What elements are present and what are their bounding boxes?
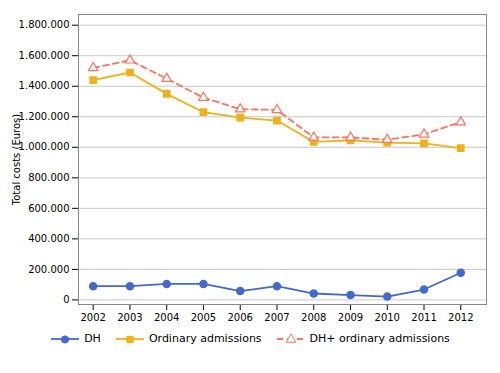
svg-text:2003: 2003 [117, 312, 142, 323]
svg-text:2011: 2011 [411, 312, 436, 323]
svg-text:2010: 2010 [375, 312, 400, 323]
html-text:Ordinary admissions: Ordinary admissions [148, 332, 262, 345]
html-text:DH: DH [84, 332, 101, 345]
svg-text:1.200.000: 1.200.000 [19, 111, 70, 122]
svg-text:2012: 2012 [448, 312, 473, 323]
svg-text:2007: 2007 [264, 312, 289, 323]
svg-text:2004: 2004 [154, 312, 179, 323]
svg-text:1.400.000: 1.400.000 [19, 80, 70, 91]
svg-text:1.000.000: 1.000.000 [19, 141, 70, 152]
svg-text:2008: 2008 [301, 312, 326, 323]
svg-text:2009: 2009 [338, 312, 363, 323]
svg-text:1.800.000: 1.800.000 [19, 19, 70, 30]
svg-text:0: 0 [63, 294, 69, 305]
svg-text:400.000: 400.000 [28, 233, 69, 244]
svg-text:800.000: 800.000 [28, 172, 69, 183]
html-text:DH+ ordinary admissions: DH+ ordinary admissions [309, 332, 450, 345]
svg-text:2005: 2005 [191, 312, 216, 323]
svg-text:Total costs (Euros): Total costs (Euros) [11, 114, 22, 206]
svg-text:600.000: 600.000 [28, 203, 69, 214]
svg-text:1.600.000: 1.600.000 [19, 50, 70, 61]
svg-text:200.000: 200.000 [28, 264, 69, 275]
svg-text:2002: 2002 [80, 312, 105, 323]
svg-text:2006: 2006 [228, 312, 253, 323]
